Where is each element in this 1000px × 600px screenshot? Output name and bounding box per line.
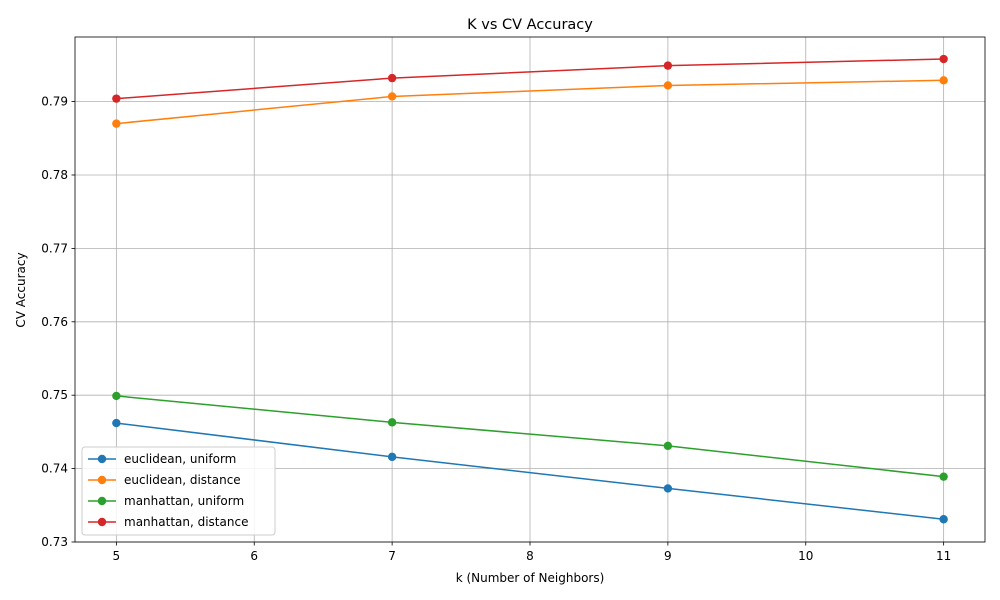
data-point — [663, 441, 673, 451]
legend-marker — [97, 496, 107, 506]
data-point — [112, 391, 121, 401]
y-tick-label: 0.79 — [41, 95, 68, 109]
data-point — [112, 119, 121, 128]
y-tick-label: 0.78 — [41, 168, 68, 182]
x-tick-label: 5 — [113, 549, 121, 563]
legend-box — [81, 446, 276, 536]
x-axis-label: k (Number of Neighbors) — [456, 571, 605, 585]
x-tick-label: 9 — [664, 549, 672, 563]
data-point — [387, 418, 397, 427]
data-point — [387, 73, 397, 83]
y-axis-label: CV Accuracy — [14, 252, 28, 327]
legend-label: euclidean, distance — [124, 473, 241, 487]
x-tick-label: 11 — [936, 549, 951, 563]
data-point — [663, 484, 673, 493]
data-point — [939, 472, 948, 481]
series-line — [116, 58, 944, 100]
legend-label: manhattan, uniform — [124, 494, 244, 508]
series-line — [116, 395, 944, 478]
legend-label: euclidean, uniform — [124, 452, 236, 466]
legend-marker — [97, 475, 107, 485]
x-tick-label: 7 — [388, 549, 396, 563]
x-tick-label: 8 — [526, 549, 534, 563]
data-point — [112, 94, 121, 103]
data-point — [939, 76, 948, 85]
data-point — [939, 54, 948, 64]
y-tick-label: 0.74 — [41, 462, 68, 476]
series-line — [116, 79, 944, 125]
legend-marker — [97, 454, 107, 464]
y-tick-label: 0.77 — [41, 241, 68, 255]
x-tick-label: 6 — [250, 549, 258, 563]
legend: euclidean, uniform euclidean, distance man… — [81, 446, 276, 536]
y-tick-label: 0.75 — [41, 388, 68, 402]
data-point — [387, 92, 397, 101]
data-point — [112, 418, 121, 428]
x-tick-label: 10 — [798, 549, 813, 563]
data-point — [663, 81, 673, 90]
legend-marker — [97, 517, 107, 527]
data-point — [387, 452, 397, 462]
data-point — [939, 515, 948, 524]
axes-frame — [74, 36, 986, 543]
y-tick-label: 0.76 — [41, 315, 68, 329]
series-line — [116, 422, 944, 520]
y-tick-label: 0.73 — [41, 535, 68, 549]
data-point — [663, 61, 673, 70]
chart-title: K vs CV Accuracy — [467, 17, 593, 33]
legend-label: manhattan, distance — [124, 515, 248, 529]
